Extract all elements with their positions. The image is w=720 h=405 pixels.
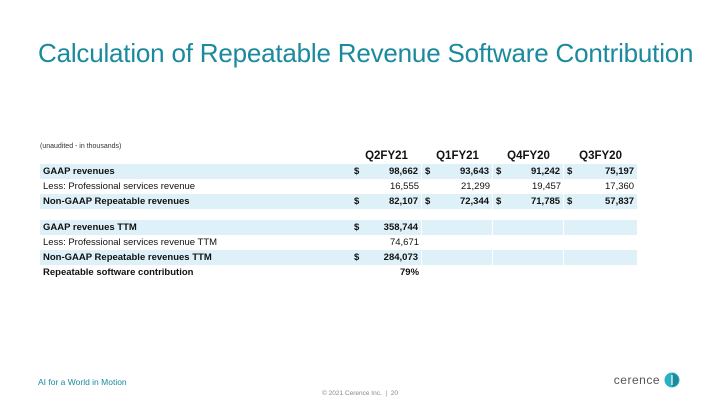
currency-sign: $ — [564, 164, 579, 179]
logo-mark-icon — [664, 372, 680, 388]
units-note: (unaudited - in thousands) — [40, 143, 122, 150]
cell-value: 21,299 — [460, 181, 491, 192]
cell-value: 72,344 — [436, 194, 494, 209]
currency-sign: $ — [422, 164, 437, 179]
column-header: Q4FY20 — [507, 150, 550, 162]
table-row: Less: Professional services revenue 16,5… — [40, 179, 637, 194]
table-row: GAAP revenues $ 98,662 $ 93,643 $ 91,242… — [40, 164, 638, 179]
currency-sign: $ — [351, 220, 365, 235]
row-label: Non-GAAP Repeatable revenues — [40, 194, 351, 209]
footer-copyright: © 2021 Cerence Inc. | 20 — [0, 390, 720, 397]
currency-sign: $ — [493, 194, 508, 209]
brand-logo: cerence — [614, 372, 680, 388]
cell-value: 284,073 — [365, 250, 423, 265]
row-label: Less: Professional services revenue — [43, 181, 196, 192]
cell-value: 98,662 — [365, 164, 423, 179]
currency-sign: $ — [351, 164, 365, 179]
currency-sign: $ — [493, 164, 508, 179]
footer-tagline: AI for a World in Motion — [38, 377, 127, 387]
column-header: Q2FY21 — [365, 150, 408, 162]
cell-value: 75,197 — [578, 164, 638, 179]
cell-value: 16,555 — [389, 181, 420, 192]
row-label: GAAP revenues — [40, 164, 351, 179]
row-label: Non-GAAP Repeatable revenues TTM — [40, 250, 351, 265]
row-label: GAAP revenues TTM — [40, 220, 351, 235]
table-row: GAAP revenues TTM $ 358,744 — [40, 220, 638, 235]
cell-value: 19,457 — [531, 181, 562, 192]
revenue-table: Q2FY21 Q1FY21 Q4FY20 Q3FY20 GAAP revenue… — [40, 148, 638, 280]
cell-value: 358,744 — [365, 220, 423, 235]
cell-value: 91,242 — [507, 164, 565, 179]
row-label: Less: Professional services revenue TTM — [43, 237, 218, 248]
table-row: Non-GAAP Repeatable revenues TTM $ 284,0… — [40, 250, 638, 265]
cell-value: 79% — [400, 267, 420, 278]
footer-divider: | — [385, 390, 388, 397]
currency-sign: $ — [422, 194, 437, 209]
cell-value: 71,785 — [507, 194, 565, 209]
page-title: Calculation of Repeatable Revenue Softwa… — [38, 38, 694, 68]
copyright-text: © 2021 Cerence Inc. — [322, 390, 382, 397]
cell-value: 74,671 — [389, 237, 420, 248]
header-row: Q2FY21 Q1FY21 Q4FY20 Q3FY20 — [40, 148, 637, 164]
row-label: Repeatable software contribution — [43, 267, 194, 278]
table-row: Less: Professional services revenue TTM … — [40, 235, 637, 250]
cell-value: 82,107 — [365, 194, 423, 209]
column-header: Q3FY20 — [579, 150, 622, 162]
cell-value: 17,360 — [605, 181, 635, 192]
page-number: 20 — [390, 390, 398, 397]
column-header: Q1FY21 — [436, 150, 479, 162]
currency-sign: $ — [564, 194, 579, 209]
table-row: Repeatable software contribution 79% — [40, 265, 637, 280]
currency-sign: $ — [351, 194, 365, 209]
table-row: Non-GAAP Repeatable revenues $ 82,107 $ … — [40, 194, 638, 209]
logo-wordmark: cerence — [613, 373, 660, 387]
spacer-row — [40, 209, 637, 220]
cell-value: 57,837 — [578, 194, 638, 209]
cell-value: 93,643 — [436, 164, 494, 179]
currency-sign: $ — [351, 250, 365, 265]
